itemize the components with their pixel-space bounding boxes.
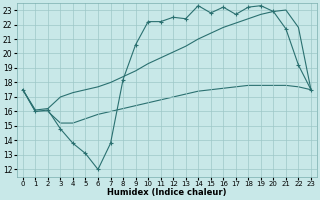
X-axis label: Humidex (Indice chaleur): Humidex (Indice chaleur): [107, 188, 227, 197]
